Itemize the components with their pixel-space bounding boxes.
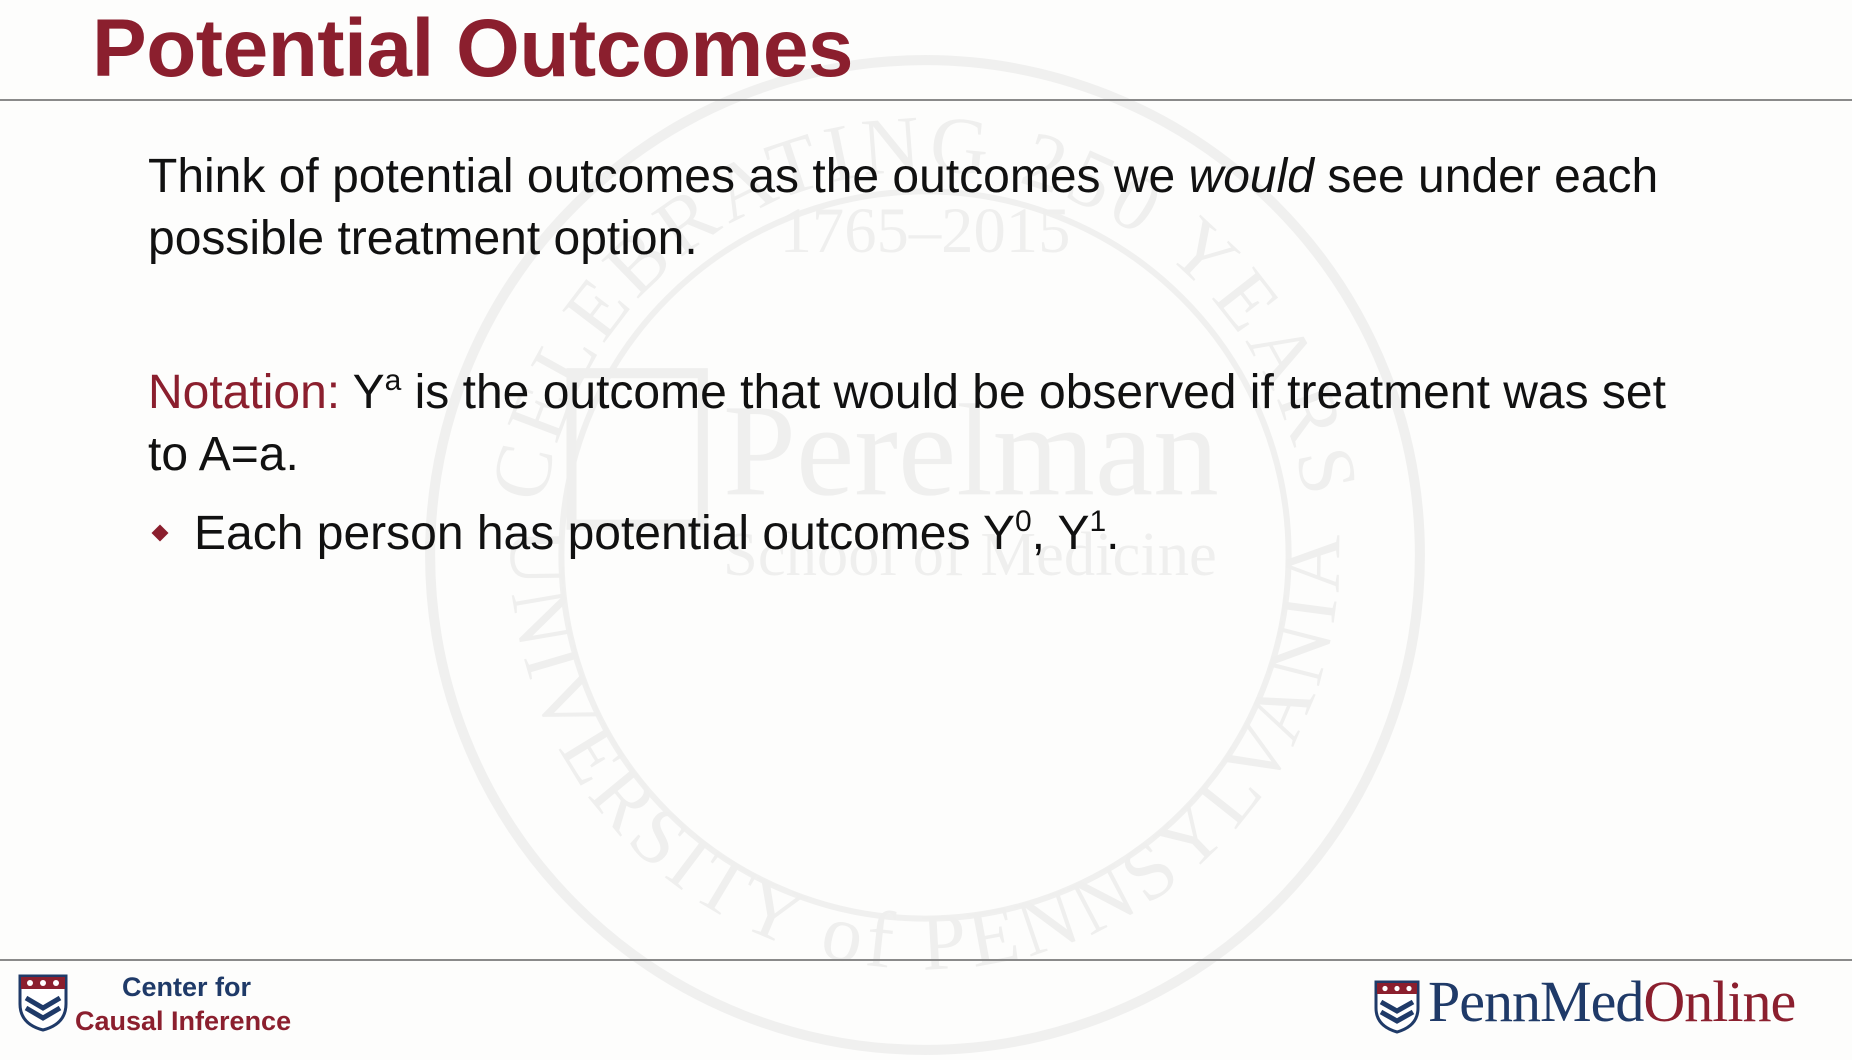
notation-superscript: a	[384, 364, 402, 397]
bullet-end: .	[1106, 507, 1120, 560]
center-for-text: Center for	[122, 972, 252, 1002]
notation-var: Y	[352, 366, 385, 419]
wordmark-med: Med	[1540, 969, 1644, 1034]
penn-shield-icon	[1374, 980, 1420, 1034]
pennmedonline-wordmark: PennMedOnline	[1428, 968, 1796, 1035]
wordmark-penn: Penn	[1428, 969, 1541, 1034]
title-divider	[0, 99, 1852, 101]
notation-text: is the outcome that would be observed if…	[148, 366, 1666, 481]
intro-emphasis: would	[1188, 150, 1314, 203]
intro-paragraph: Think of potential outcomes as the outco…	[148, 146, 1708, 270]
pennmedonline-logo: PennMedOnline	[1374, 969, 1844, 1036]
svg-text:UNIVERSITY of PENNSYLVANIA: UNIVERSITY of PENNSYLVANIA	[492, 528, 1357, 988]
bullet-prefix: Each person has potential outcomes Y	[194, 507, 1015, 560]
bullet-sup-1: 1	[1089, 505, 1107, 538]
bullet-sup-0: 0	[1014, 505, 1032, 538]
penn-shield-icon	[18, 974, 68, 1032]
wordmark-online: Online	[1643, 969, 1796, 1034]
watermark-ring-bottom: UNIVERSITY of PENNSYLVANIA	[492, 528, 1351, 988]
intro-text-after: see under each possible treatment option…	[148, 150, 1659, 265]
intro-text-before: Think of potential outcomes as the outco…	[148, 150, 1189, 203]
notation-paragraph: Notation: Ya is the outcome that would b…	[148, 362, 1708, 486]
bullet-item: Each person has potential outcomes Y0, Y…	[148, 503, 1648, 565]
notation-label: Notation:	[148, 366, 341, 419]
footer-divider	[0, 959, 1852, 961]
causal-inference-text: Causal Inference	[75, 1006, 292, 1036]
bullet-mid: , Y	[1031, 507, 1090, 560]
diamond-bullet-icon	[151, 524, 169, 542]
slide-title: Potential Outcomes	[92, 3, 854, 94]
center-causal-inference-logo: Center for Causal Inference	[18, 972, 338, 1036]
